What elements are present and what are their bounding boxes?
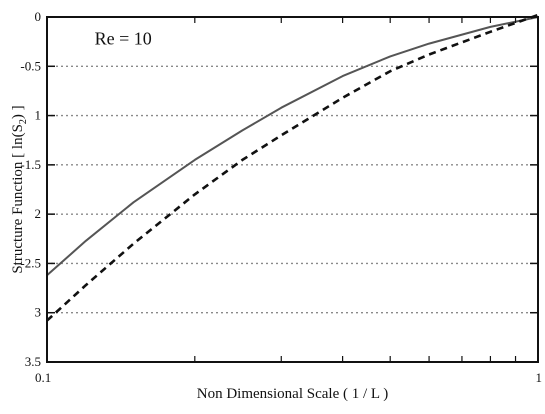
y-axis-title-tail: ) ] [10, 105, 26, 119]
y-axis-title: Structure Function [ ln(S2) ] [10, 105, 29, 273]
series-layer [46, 13, 539, 322]
tick-layer [47, 16, 538, 363]
dashed-series-line [46, 13, 539, 322]
label-layer: 0 -0.5 1 -1.5 2 -2.5 3 3.50.1 1 Re = 10 [20, 9, 542, 385]
x-axis-title: Non Dimensional Scale ( 1 / L ) [197, 386, 388, 402]
x-tick-label: 1 [536, 370, 543, 385]
y-tick-label: -1.5 [20, 157, 41, 172]
y-tick-label: 3 [35, 305, 42, 320]
y-tick-label: -0.5 [20, 58, 41, 73]
y-tick-label: 3.5 [25, 354, 41, 369]
y-tick-label: 2 [35, 206, 42, 221]
y-tick-label: -2.5 [20, 255, 41, 270]
y-axis-title-main: Structure Function [ ln(S [10, 124, 26, 274]
annotation-label: Re = 10 [95, 29, 152, 49]
y-tick-label: 1 [35, 108, 42, 123]
solid-series-line [46, 16, 539, 277]
y-tick-label: 0 [35, 9, 42, 24]
plot-frame [46, 16, 539, 363]
y-axis-title-subscript: 2 [18, 119, 29, 124]
grid-layer [51, 65, 534, 314]
x-tick-label: 0.1 [35, 370, 51, 385]
